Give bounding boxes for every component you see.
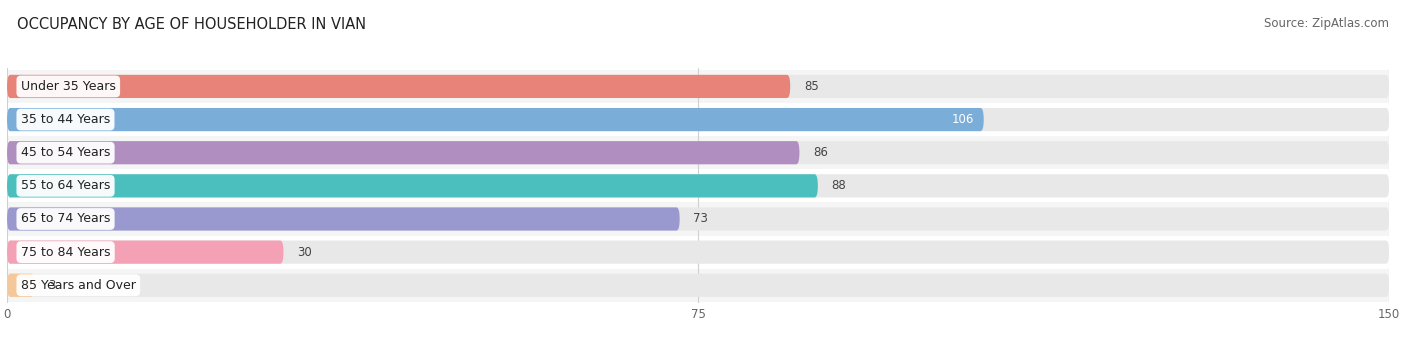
Text: 45 to 54 Years: 45 to 54 Years	[21, 146, 110, 159]
Text: 106: 106	[952, 113, 974, 126]
FancyBboxPatch shape	[7, 274, 35, 297]
FancyBboxPatch shape	[7, 274, 1389, 297]
Text: OCCUPANCY BY AGE OF HOUSEHOLDER IN VIAN: OCCUPANCY BY AGE OF HOUSEHOLDER IN VIAN	[17, 17, 366, 32]
FancyBboxPatch shape	[7, 240, 1389, 264]
Text: 30: 30	[297, 246, 312, 258]
Text: Under 35 Years: Under 35 Years	[21, 80, 115, 93]
Text: 88: 88	[832, 179, 846, 192]
FancyBboxPatch shape	[7, 141, 1389, 164]
FancyBboxPatch shape	[7, 207, 679, 231]
FancyBboxPatch shape	[7, 240, 284, 264]
FancyBboxPatch shape	[7, 141, 800, 164]
FancyBboxPatch shape	[7, 108, 1389, 131]
Bar	[7, 136, 1389, 169]
FancyBboxPatch shape	[7, 207, 1389, 231]
Text: 35 to 44 Years: 35 to 44 Years	[21, 113, 110, 126]
Text: 85: 85	[804, 80, 818, 93]
Text: 86: 86	[813, 146, 828, 159]
FancyBboxPatch shape	[7, 75, 790, 98]
Text: 65 to 74 Years: 65 to 74 Years	[21, 212, 110, 225]
Text: 55 to 64 Years: 55 to 64 Years	[21, 179, 110, 192]
Bar	[7, 169, 1389, 203]
FancyBboxPatch shape	[7, 108, 984, 131]
Text: 75 to 84 Years: 75 to 84 Years	[21, 246, 110, 258]
Text: 3: 3	[48, 279, 56, 292]
FancyBboxPatch shape	[7, 174, 1389, 197]
Bar	[7, 70, 1389, 103]
Bar	[7, 269, 1389, 302]
Bar	[7, 103, 1389, 136]
FancyBboxPatch shape	[7, 174, 818, 197]
Bar	[7, 236, 1389, 269]
Text: 85 Years and Over: 85 Years and Over	[21, 279, 136, 292]
FancyBboxPatch shape	[7, 75, 1389, 98]
Bar	[7, 203, 1389, 236]
Text: Source: ZipAtlas.com: Source: ZipAtlas.com	[1264, 17, 1389, 30]
Text: 73: 73	[693, 212, 709, 225]
